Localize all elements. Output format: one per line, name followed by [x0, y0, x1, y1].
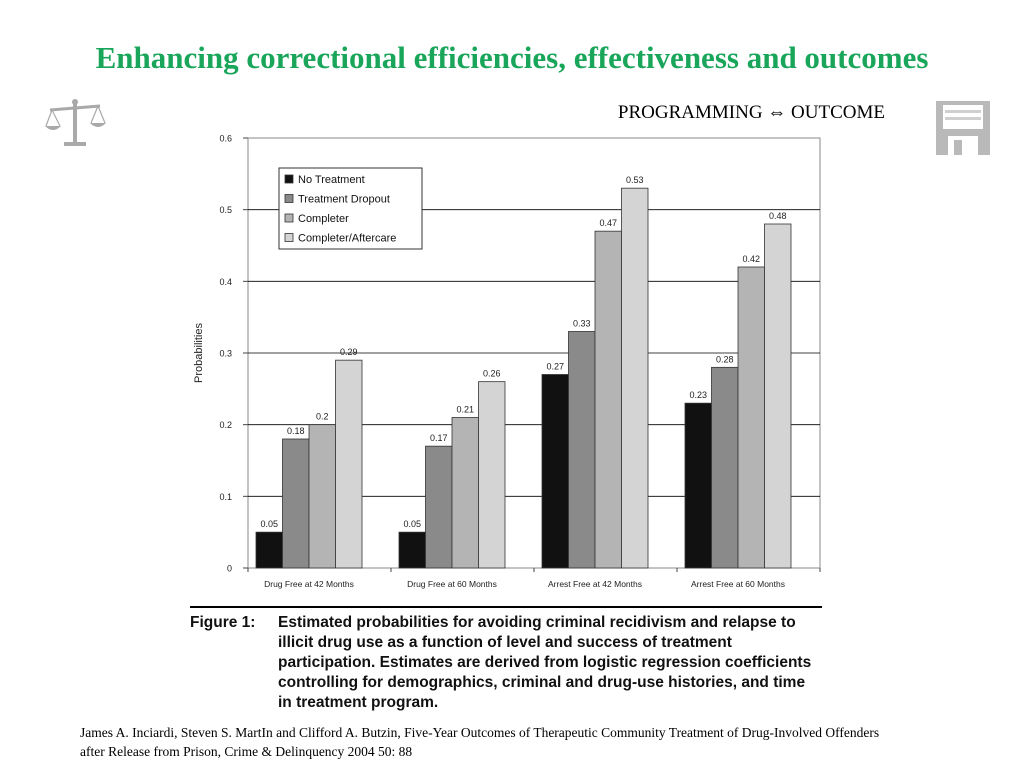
bar: [568, 331, 596, 569]
legend-swatch: [284, 213, 294, 223]
y-tick-label: 0.2: [219, 420, 232, 430]
legend-swatch: [284, 233, 294, 242]
bar: [684, 402, 712, 569]
caption-label: Figure 1:: [190, 614, 256, 631]
bar-value-label: 0.48: [769, 211, 787, 221]
y-tick-label: 0.6: [219, 134, 232, 144]
bar-value-label: 0.05: [403, 519, 421, 529]
y-tick-label: 0.5: [219, 205, 232, 215]
legend-entry: Completer/Aftercare: [298, 233, 396, 245]
caption-text: Estimated probabilities for avoiding cri…: [278, 614, 812, 711]
bar-value-label: 0.2: [316, 412, 329, 422]
bar: [255, 531, 283, 569]
bar-value-label: 0.33: [573, 319, 591, 329]
bar: [335, 359, 363, 569]
y-tick-label: 0.1: [219, 492, 232, 502]
bar-value-label: 0.18: [287, 426, 305, 436]
bar-value-label: 0.21: [456, 405, 474, 415]
bar: [451, 417, 479, 569]
slide-title: Enhancing correctional efficiencies, eff…: [95, 40, 929, 75]
x-category-label: Drug Free at 60 Months: [407, 579, 497, 589]
bar: [425, 445, 453, 569]
floppy-disk-icon: [936, 101, 990, 155]
figure-caption: Figure 1: Estimated probabilities for av…: [190, 606, 822, 713]
bar-value-label: 0.53: [626, 175, 644, 185]
slide-subtitle: PROGRAMMING ⇔ OUTCOME: [617, 102, 885, 123]
legend-entry: Completer: [298, 213, 349, 225]
legend-swatch: [284, 194, 294, 203]
bar-value-label: 0.17: [430, 433, 448, 443]
bar-value-label: 0.23: [689, 390, 707, 400]
x-category-label: Arrest Free at 60 Months: [691, 579, 785, 589]
y-tick-label: 0: [227, 564, 232, 574]
y-tick-label: 0.4: [219, 277, 232, 287]
bar: [594, 230, 622, 569]
legend: [278, 167, 423, 250]
bar: [737, 266, 765, 569]
scales-of-justice-icon: [45, 99, 106, 146]
legend-entry: No Treatment: [298, 174, 365, 186]
legend-entry: Treatment Dropout: [298, 194, 390, 206]
bar: [398, 531, 426, 569]
y-tick-label: 0.3: [219, 349, 232, 359]
y-axis-label: Probabilities: [193, 323, 205, 383]
bar: [621, 187, 649, 569]
bar: [541, 374, 569, 569]
x-category-label: Drug Free at 42 Months: [264, 579, 354, 589]
bar: [308, 424, 336, 569]
bar: [711, 366, 739, 569]
bar-chart: 0.05 0.18 0.2 0.29 0.05 0.17 0.21 0.26 0.27 0.33 0…: [193, 134, 821, 589]
bar-value-label: 0.05: [260, 519, 278, 529]
bar-value-label: 0.26: [483, 369, 501, 379]
bar-value-label: 0.27: [546, 362, 564, 372]
bar-value-label: 0.42: [742, 254, 760, 264]
bar-value-label: 0.47: [599, 218, 617, 228]
citation: James A. Inciardi, Steven S. MartIn and …: [80, 725, 880, 759]
x-category-label: Arrest Free at 42 Months: [548, 579, 642, 589]
bar: [764, 223, 792, 569]
bar-value-label: 0.28: [716, 354, 734, 364]
bar: [478, 381, 506, 569]
bar: [282, 438, 310, 569]
bar-value-label: 0.29: [340, 347, 358, 357]
legend-swatch: [284, 174, 294, 184]
